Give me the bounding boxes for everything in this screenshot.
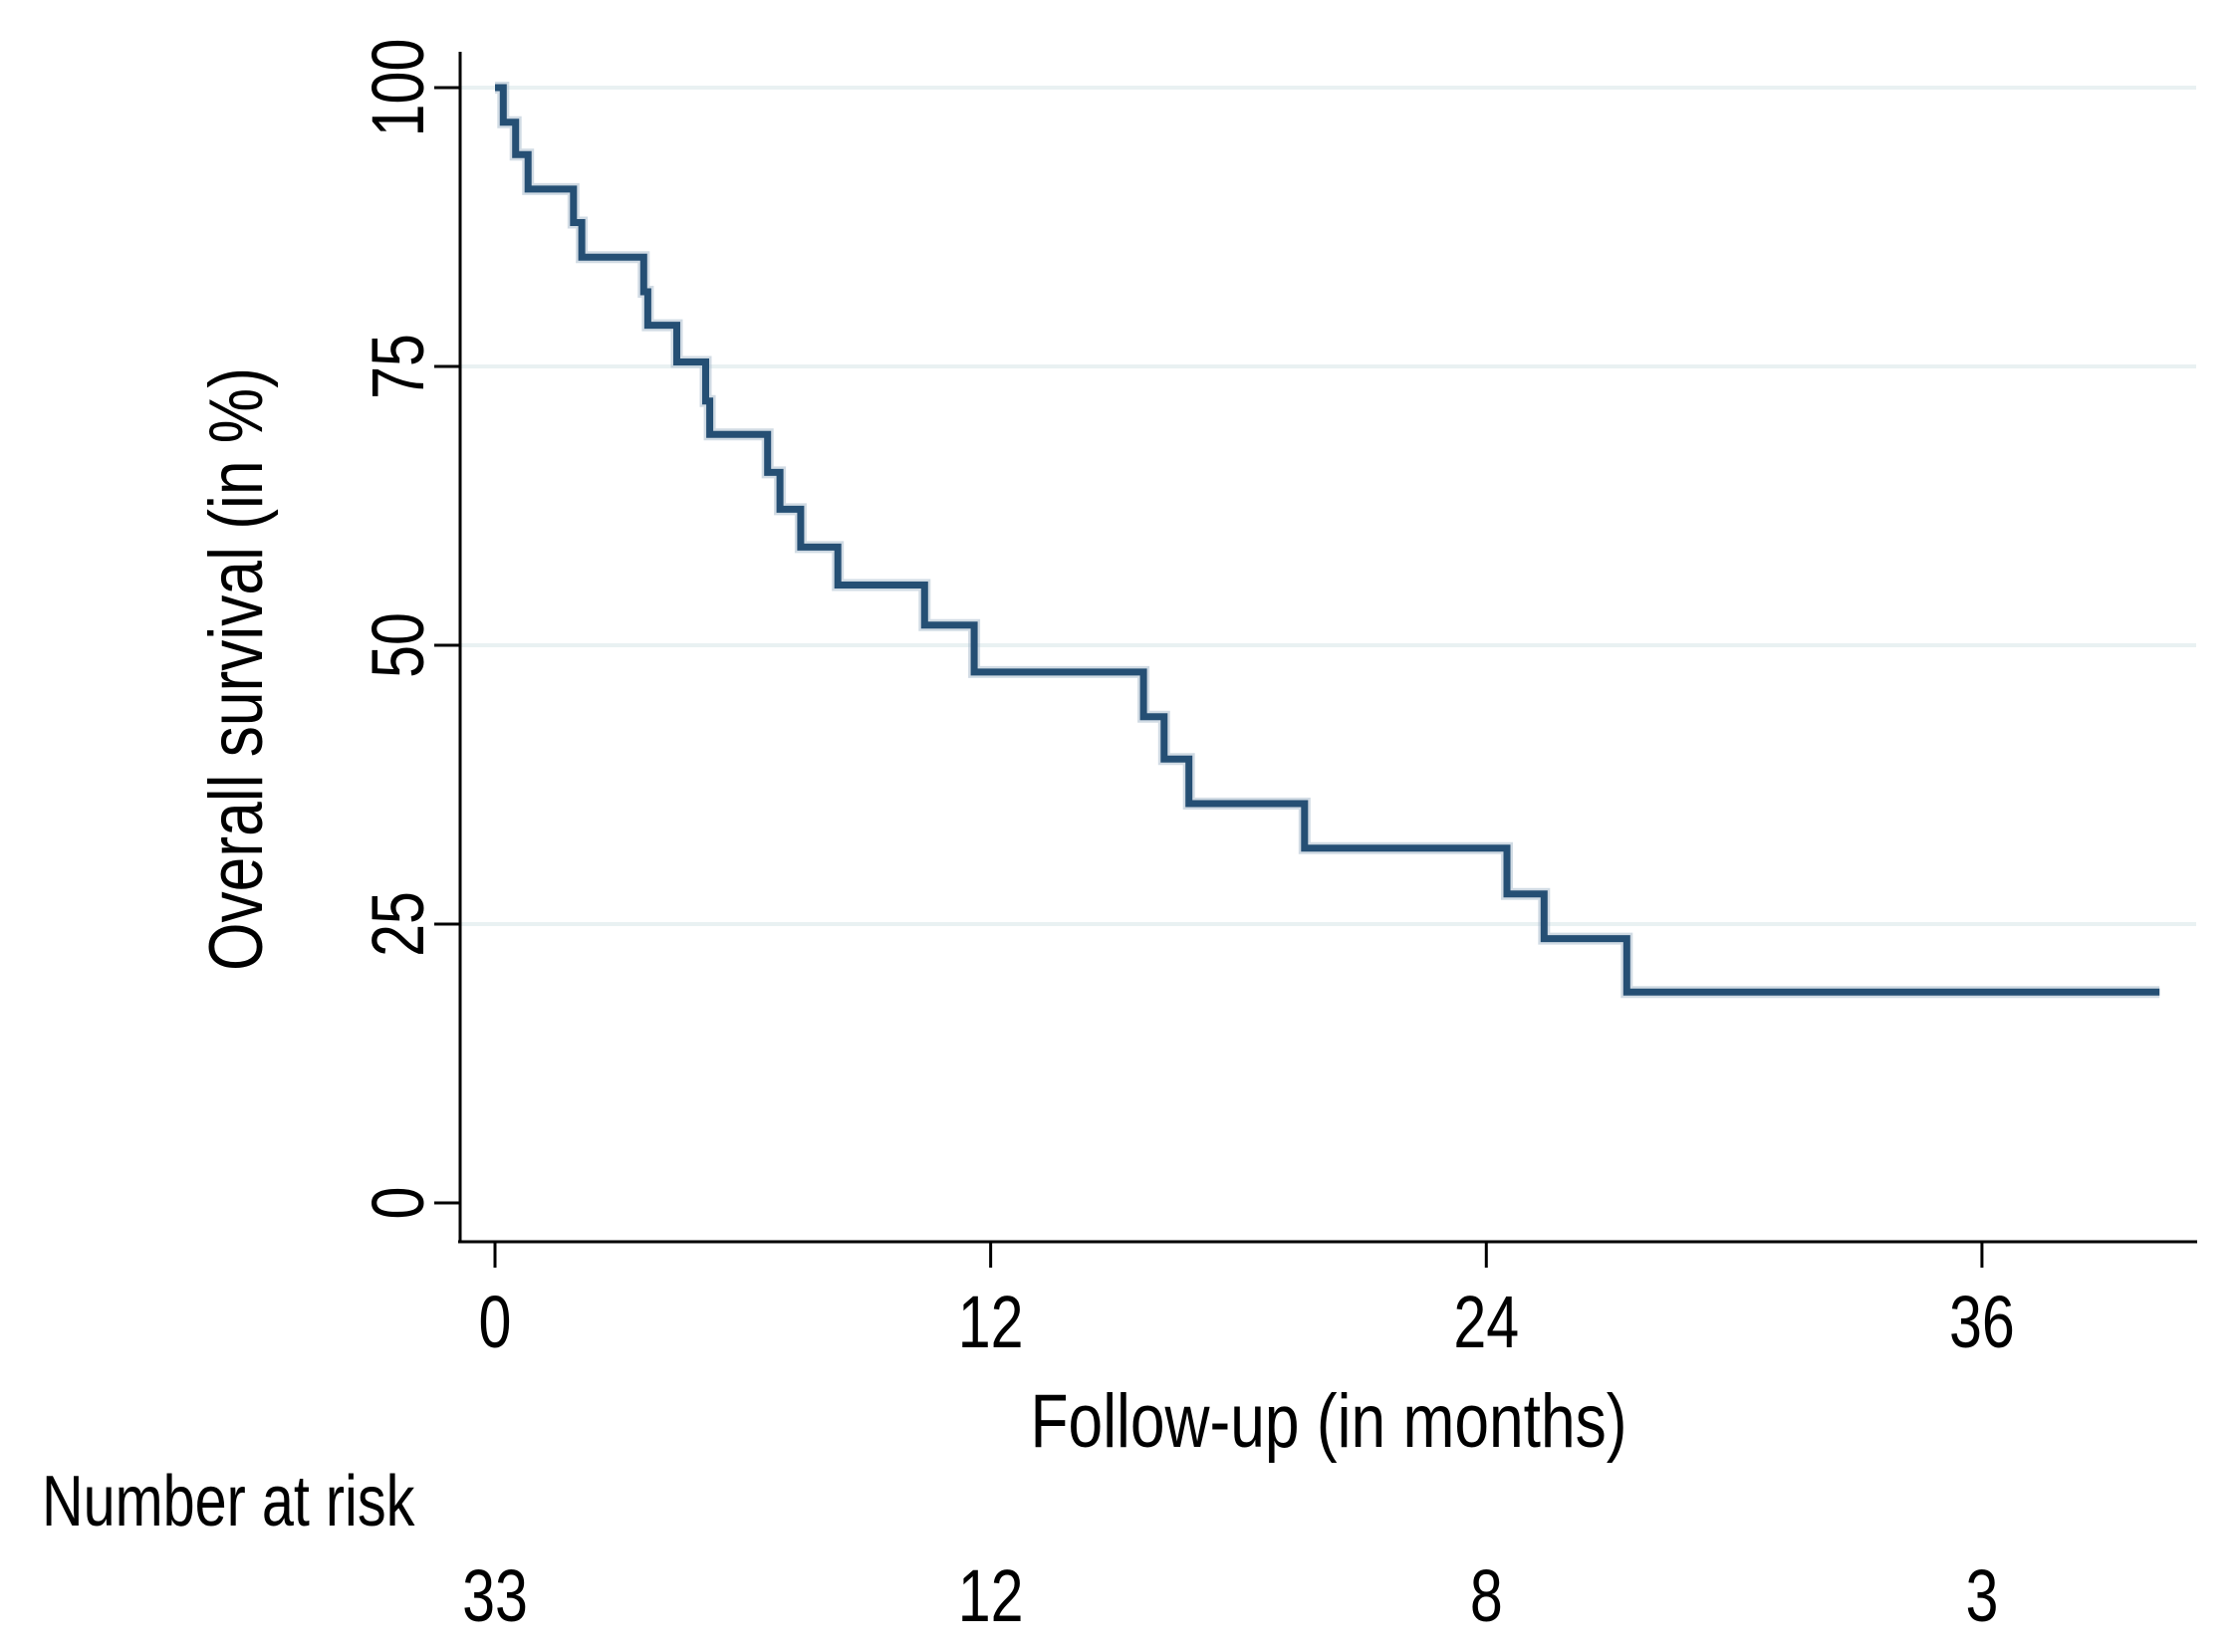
x-tick-label: 0 xyxy=(479,1282,512,1364)
tick-marks xyxy=(434,86,1984,1268)
x-tick-label: 36 xyxy=(1949,1282,2015,1364)
y-tick-label: 75 xyxy=(358,334,440,399)
gridlines xyxy=(460,86,2196,926)
risk-count: 33 xyxy=(462,1555,528,1638)
x-axis-title: Follow-up (in months) xyxy=(1030,1378,1626,1463)
y-tick-label: 100 xyxy=(358,39,440,137)
risk-count: 12 xyxy=(958,1555,1024,1638)
x-tick-label: 24 xyxy=(1453,1282,1519,1364)
survival-curve xyxy=(495,84,2160,996)
y-tick-label: 0 xyxy=(358,1187,440,1220)
risk-count: 3 xyxy=(1965,1555,1998,1638)
survival-curve-halo xyxy=(495,82,2160,999)
y-tick-label: 25 xyxy=(358,891,440,957)
x-tick-label: 12 xyxy=(958,1282,1024,1364)
risk-table-label: Number at risk xyxy=(42,1461,415,1541)
y-tick-label: 50 xyxy=(358,612,440,678)
y-axis-title: Overall survival (in %) xyxy=(193,367,278,971)
risk-count: 8 xyxy=(1470,1555,1503,1638)
